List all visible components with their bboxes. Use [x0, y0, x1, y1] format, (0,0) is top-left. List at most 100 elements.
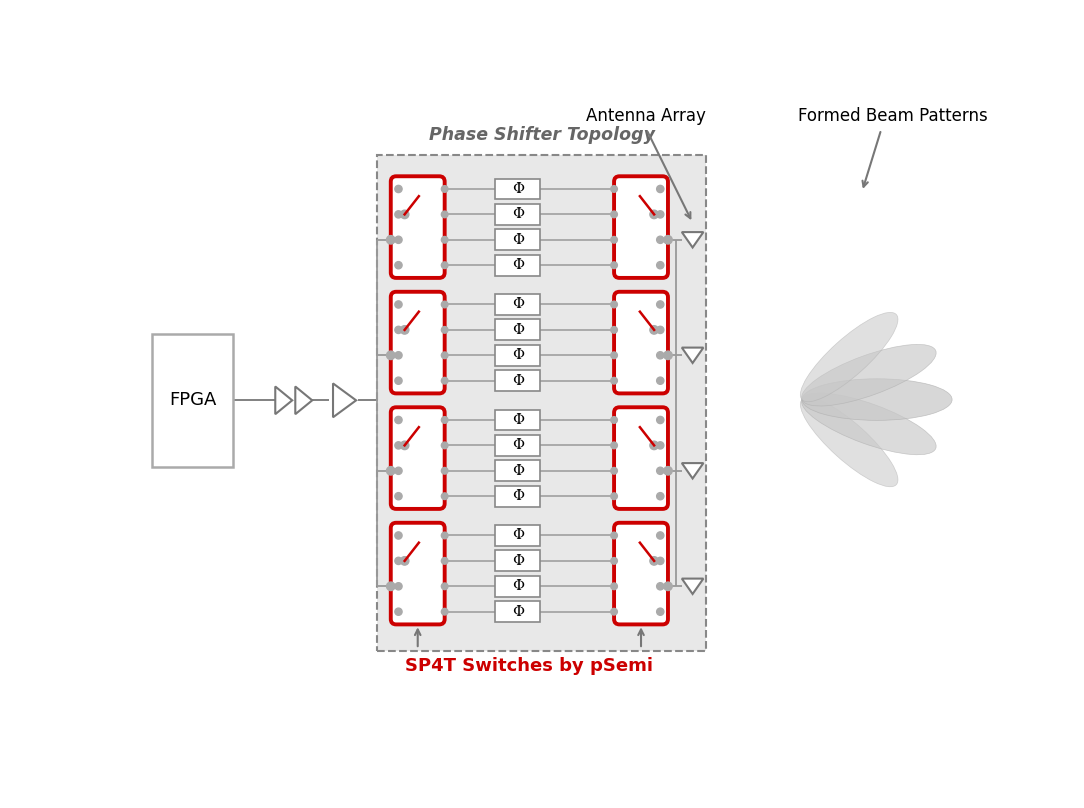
- Bar: [495, 229, 540, 250]
- FancyBboxPatch shape: [390, 292, 444, 393]
- Text: Φ: Φ: [512, 439, 524, 452]
- Bar: [495, 370, 540, 391]
- Text: Phase Shifter Topology: Phase Shifter Topology: [428, 126, 655, 144]
- Text: Φ: Φ: [512, 259, 524, 272]
- Circle shape: [387, 351, 395, 360]
- FancyBboxPatch shape: [390, 176, 444, 278]
- Circle shape: [395, 301, 402, 308]
- Circle shape: [441, 352, 448, 359]
- Text: Φ: Φ: [512, 348, 524, 362]
- Circle shape: [610, 417, 618, 423]
- Bar: [495, 294, 540, 315]
- Polygon shape: [333, 384, 357, 417]
- Circle shape: [395, 442, 402, 449]
- Circle shape: [610, 186, 618, 192]
- Circle shape: [441, 186, 448, 192]
- Circle shape: [395, 377, 402, 385]
- Circle shape: [395, 558, 402, 565]
- Circle shape: [657, 326, 663, 334]
- Circle shape: [657, 262, 663, 269]
- Text: Φ: Φ: [512, 208, 524, 221]
- Circle shape: [395, 416, 402, 423]
- Circle shape: [441, 608, 448, 615]
- Circle shape: [400, 441, 409, 449]
- Bar: [495, 461, 540, 482]
- Circle shape: [663, 351, 672, 360]
- Circle shape: [610, 377, 618, 384]
- Circle shape: [610, 442, 618, 448]
- FancyBboxPatch shape: [614, 523, 668, 625]
- Circle shape: [441, 301, 448, 308]
- Circle shape: [441, 442, 448, 448]
- Circle shape: [395, 532, 402, 539]
- Circle shape: [610, 301, 618, 308]
- Circle shape: [610, 237, 618, 243]
- Circle shape: [610, 326, 618, 333]
- Ellipse shape: [802, 379, 952, 420]
- Bar: [495, 319, 540, 340]
- Text: Formed Beam Patterns: Formed Beam Patterns: [798, 107, 988, 124]
- Text: Φ: Φ: [512, 182, 524, 196]
- Circle shape: [441, 468, 448, 474]
- Text: Φ: Φ: [512, 604, 524, 619]
- Circle shape: [657, 185, 663, 192]
- FancyBboxPatch shape: [390, 523, 444, 625]
- Circle shape: [441, 583, 448, 590]
- FancyBboxPatch shape: [390, 407, 444, 509]
- Bar: [495, 576, 540, 596]
- Circle shape: [395, 467, 402, 474]
- Circle shape: [441, 532, 448, 539]
- Circle shape: [441, 558, 448, 564]
- Text: Φ: Φ: [512, 464, 524, 478]
- Polygon shape: [682, 232, 704, 247]
- Circle shape: [657, 211, 663, 218]
- Circle shape: [663, 582, 672, 591]
- Bar: [495, 179, 540, 200]
- Bar: [377, 155, 707, 651]
- Circle shape: [610, 558, 618, 564]
- Circle shape: [441, 493, 448, 499]
- Circle shape: [395, 326, 402, 334]
- Bar: [495, 435, 540, 456]
- Circle shape: [657, 608, 663, 616]
- Text: Φ: Φ: [512, 233, 524, 246]
- Bar: [495, 550, 540, 571]
- Circle shape: [610, 211, 618, 217]
- Polygon shape: [682, 463, 704, 478]
- Text: SP4T Switches by pSemi: SP4T Switches by pSemi: [405, 657, 654, 675]
- Circle shape: [657, 583, 663, 590]
- Text: Φ: Φ: [512, 579, 524, 593]
- Text: Φ: Φ: [512, 297, 524, 311]
- Circle shape: [650, 557, 658, 565]
- Circle shape: [610, 583, 618, 590]
- Circle shape: [610, 468, 618, 474]
- FancyBboxPatch shape: [614, 407, 668, 509]
- Text: Antenna Array: Antenna Array: [586, 107, 707, 124]
- Circle shape: [395, 236, 402, 243]
- Ellipse shape: [800, 398, 898, 486]
- Bar: [495, 255, 540, 276]
- Circle shape: [610, 608, 618, 615]
- Bar: [152, 335, 233, 466]
- Circle shape: [395, 211, 402, 218]
- Bar: [495, 486, 540, 507]
- Text: Φ: Φ: [512, 528, 524, 542]
- Circle shape: [650, 326, 658, 335]
- Ellipse shape: [800, 313, 898, 402]
- Ellipse shape: [801, 344, 937, 406]
- Circle shape: [657, 416, 663, 423]
- Circle shape: [657, 493, 663, 500]
- Circle shape: [387, 236, 395, 244]
- Circle shape: [441, 417, 448, 423]
- Circle shape: [400, 326, 409, 335]
- Circle shape: [441, 377, 448, 384]
- Bar: [495, 345, 540, 366]
- Circle shape: [663, 236, 672, 244]
- Circle shape: [610, 262, 618, 268]
- Circle shape: [441, 326, 448, 333]
- Circle shape: [657, 377, 663, 385]
- Circle shape: [663, 466, 672, 475]
- Circle shape: [657, 467, 663, 474]
- Bar: [495, 204, 540, 225]
- Circle shape: [387, 582, 395, 591]
